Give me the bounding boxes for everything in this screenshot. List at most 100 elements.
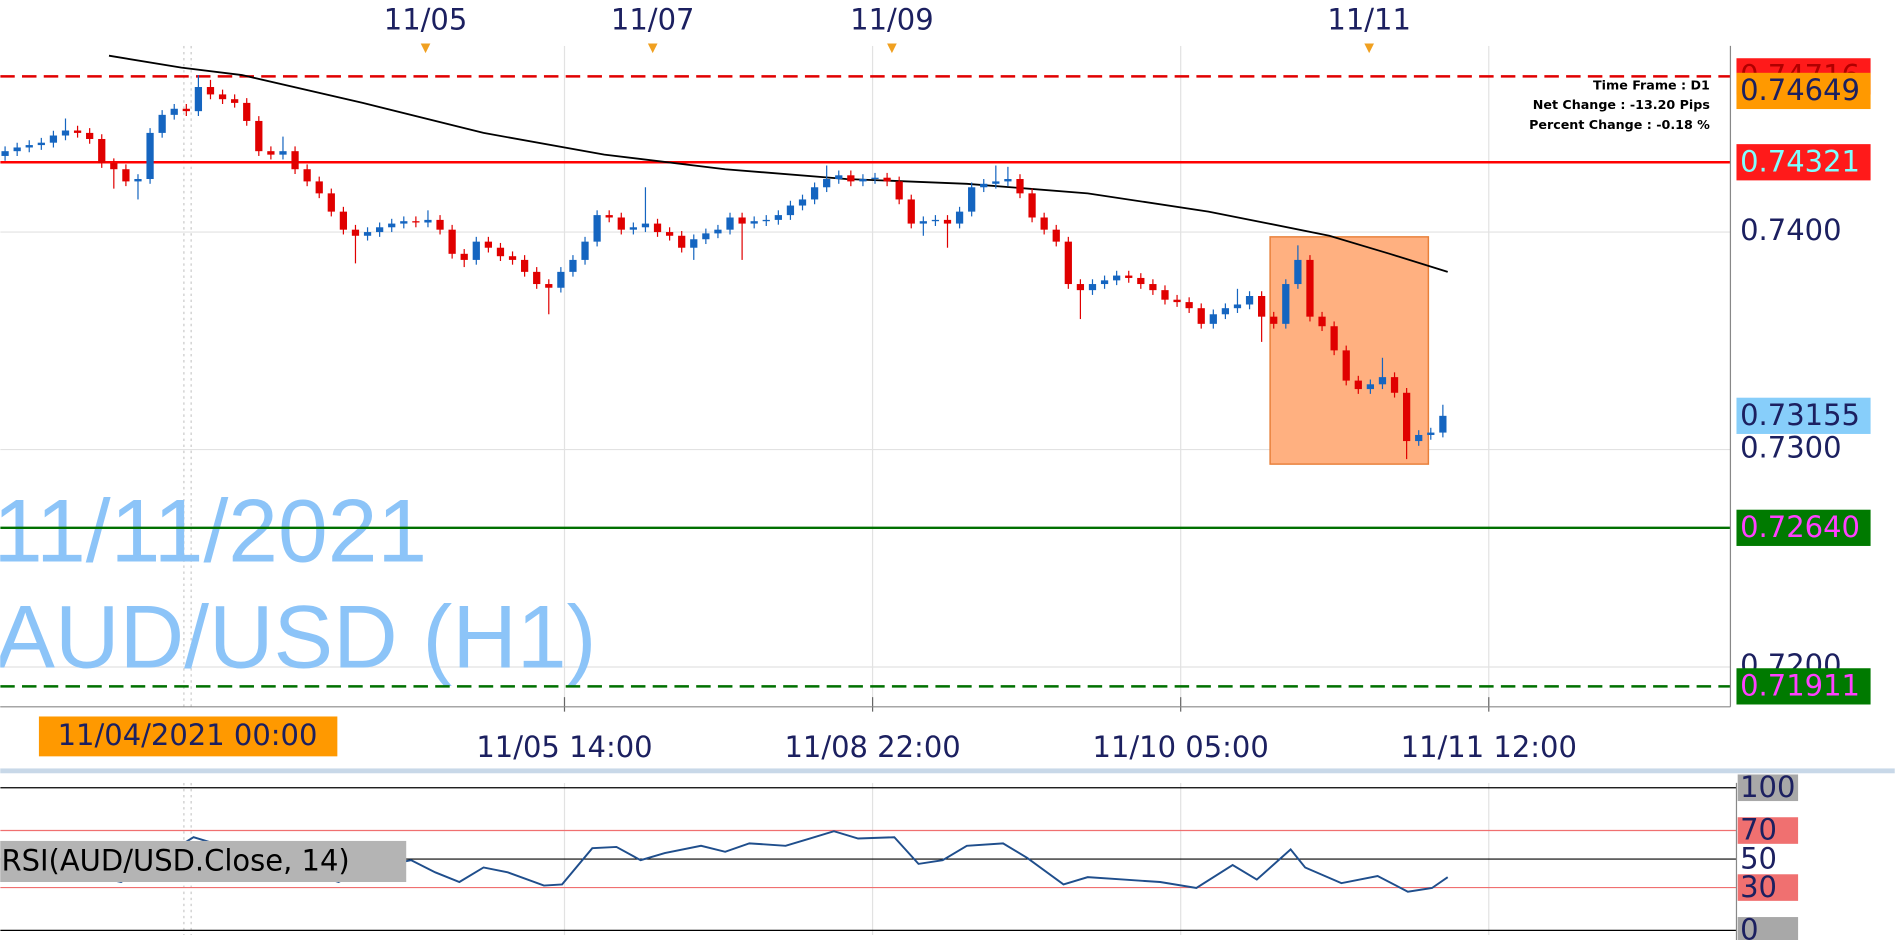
price-label-box [1736, 668, 1871, 705]
price-label: 0.73155 [1740, 398, 1860, 432]
candle-body [1113, 275, 1121, 281]
candle-body [810, 187, 819, 200]
candle-body [98, 138, 106, 164]
moving-average [108, 54, 1448, 273]
candle-body [388, 223, 396, 228]
y-tick-label: 0.7400 [1740, 213, 1841, 247]
cursor-label-box [38, 716, 338, 757]
candle-body [146, 132, 154, 180]
rsi-tick-box [1737, 917, 1799, 940]
candle-body [315, 181, 323, 194]
candle-body [750, 221, 758, 224]
cursor-label: 11/04/2021 00:00 [58, 718, 318, 752]
candle-body [569, 259, 577, 272]
candle-body [170, 108, 178, 115]
top-tick-label: 11/05 [384, 3, 468, 37]
candle-body [968, 187, 976, 212]
price-label-box [1736, 397, 1871, 434]
candle-body [496, 247, 505, 257]
candle-body [1173, 299, 1181, 303]
rsi-tick-label: 50 [1740, 841, 1777, 875]
candle-body [919, 221, 927, 224]
candle-body [508, 256, 517, 260]
candle-body [641, 223, 650, 228]
top-tick-marker [887, 43, 897, 54]
candle-body [992, 181, 1000, 184]
candle-body [798, 199, 807, 206]
candle-body [291, 151, 299, 170]
candle-body [823, 179, 831, 188]
candle-body [1016, 179, 1024, 194]
candle-body [448, 229, 456, 254]
watermark-date: 11/11/2021 [0, 480, 427, 580]
candle-body [738, 217, 746, 224]
candle-body [1245, 296, 1254, 305]
candle-body [194, 87, 203, 112]
candle-body [871, 177, 879, 180]
price-label: 0.71911 [1740, 669, 1860, 703]
candle-body [726, 217, 734, 230]
candle-body [617, 217, 625, 230]
candle-body [1270, 316, 1278, 324]
candle-body [1161, 290, 1169, 300]
candle-body [1403, 392, 1411, 442]
candle-body [267, 151, 275, 155]
candle-body [1282, 284, 1290, 324]
candle-body [339, 211, 348, 230]
candle-body [1076, 284, 1085, 291]
candle-body [629, 227, 637, 230]
candle-body [520, 259, 529, 272]
candle-body [400, 221, 408, 224]
x-tick-label: 11/08 22:00 [784, 730, 960, 764]
rsi-tick-label: 100 [1740, 770, 1795, 804]
candle-body [61, 130, 70, 136]
candle-body [73, 130, 82, 133]
candle-body [653, 223, 662, 233]
top-tick-marker [1364, 43, 1375, 54]
x-tick-label: 11/05 14:00 [476, 730, 652, 764]
candle-body [859, 179, 867, 182]
candle-body [545, 284, 553, 288]
candle-body [955, 211, 964, 224]
top-tick-marker [647, 43, 658, 54]
candle-body [13, 147, 21, 152]
price-label-box [1736, 509, 1871, 546]
candle-body [786, 205, 795, 216]
candle-body [86, 132, 94, 139]
candle-body [557, 271, 565, 288]
candle-body [702, 233, 710, 240]
top-tick-marker [420, 43, 431, 54]
candle-body [110, 163, 118, 170]
candle-body [774, 215, 782, 220]
candle-body [581, 241, 589, 260]
candle-body [1354, 380, 1362, 390]
candle-body [327, 193, 335, 212]
candle-body [1258, 296, 1266, 317]
candle-body [351, 229, 360, 236]
candle-body [1306, 259, 1314, 317]
info-text: Percent Change : -0.18 % [1529, 117, 1710, 132]
x-tick-label: 11/11 12:00 [1401, 730, 1577, 764]
candle-body [1040, 217, 1048, 230]
top-tick-label: 11/07 [611, 3, 695, 37]
watermark-symbol: AUD/USD (H1) [0, 587, 596, 687]
candle-body [279, 151, 287, 155]
candle-body [1366, 384, 1375, 390]
x-tick-label: 11/10 05:00 [1093, 730, 1269, 764]
candle-body [907, 199, 915, 224]
candle-body [1233, 304, 1242, 309]
candle-body [1342, 350, 1350, 381]
info-text: Time Frame : D1 [1593, 77, 1710, 92]
candle-body [1294, 259, 1302, 285]
candle-body [1209, 314, 1217, 324]
candle-body [206, 87, 215, 95]
candle-body [1378, 377, 1387, 385]
rsi-title-box [0, 840, 407, 883]
candle-body [231, 99, 239, 103]
candle-body [436, 219, 444, 230]
candle-body [1439, 415, 1447, 433]
rsi-tick-box [1737, 774, 1799, 802]
